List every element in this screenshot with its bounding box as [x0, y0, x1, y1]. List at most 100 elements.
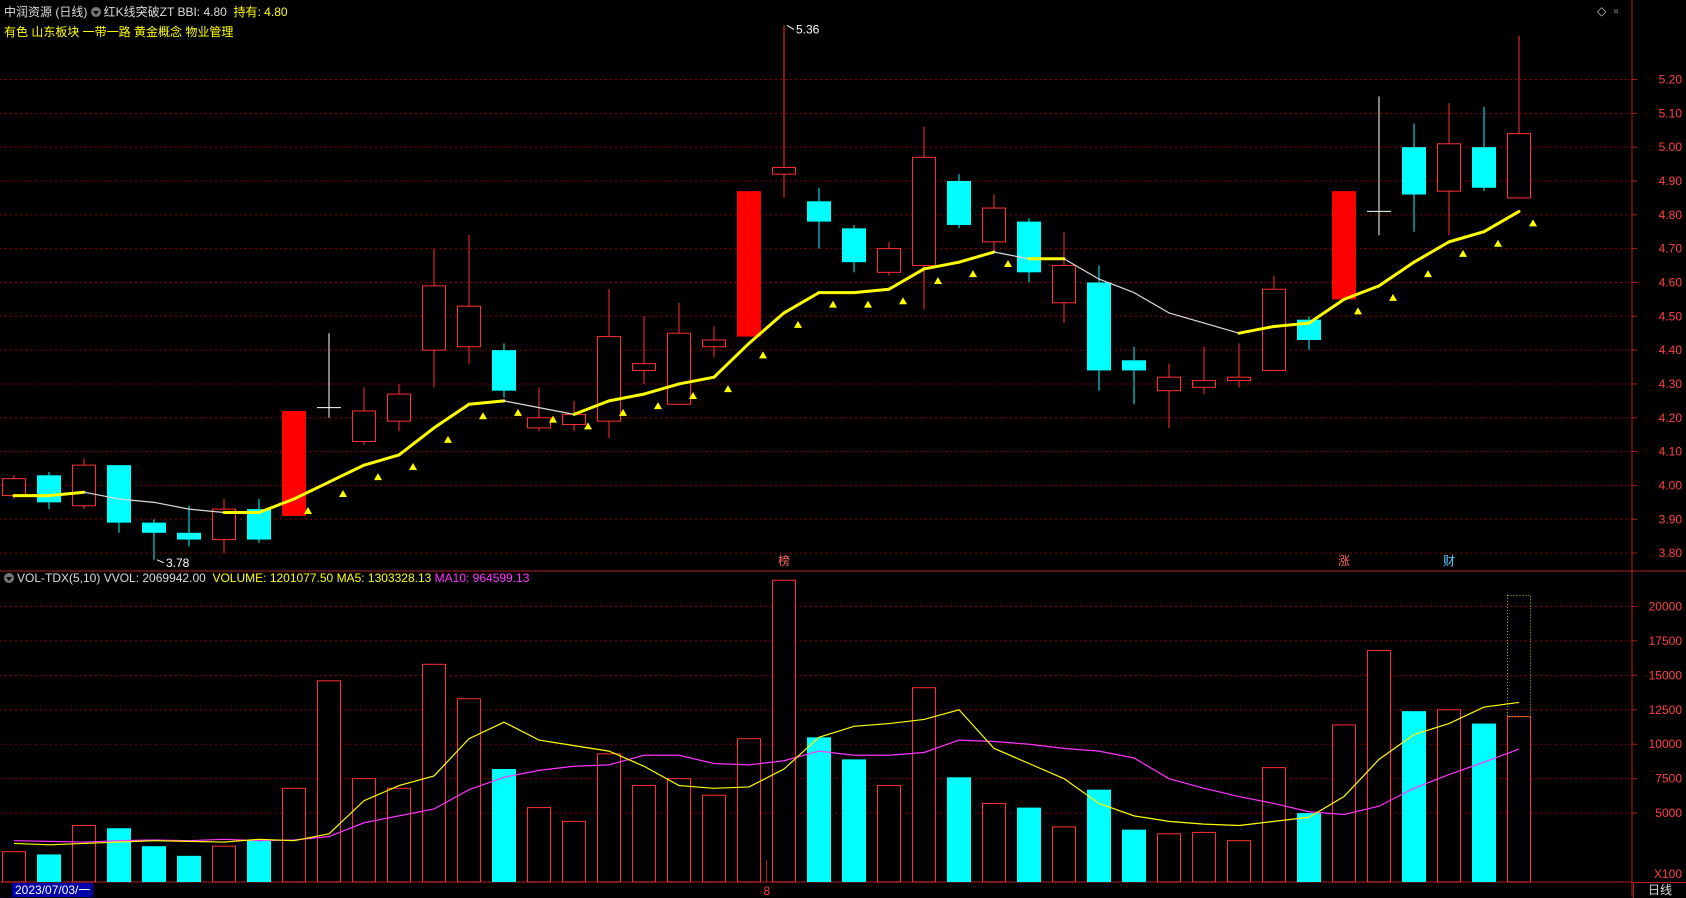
volume-bar-up [2, 851, 26, 883]
event-marker-cai: 财 [1443, 554, 1455, 568]
hold-signal-marker [444, 435, 452, 443]
candle-body-up [667, 332, 691, 405]
price-tick-label: 4.40 [1659, 343, 1683, 357]
bbi-line-segment [677, 375, 716, 386]
indicator-name[interactable]: 红K线突破ZT [103, 5, 175, 19]
volume-bar-up [1262, 767, 1286, 883]
ma5-value: MA5: 1303328.13 [336, 571, 432, 585]
candle-body-down [1472, 147, 1496, 188]
bbi-line-segment [188, 508, 225, 514]
bbi-line-segment [118, 498, 155, 503]
hold-signal-marker [549, 415, 557, 423]
bbi-line-segment [503, 400, 540, 409]
volume-bar-down [142, 846, 166, 882]
price-tick-label: 5.20 [1659, 73, 1683, 87]
bbi-line-segment [957, 250, 996, 264]
bbi-line-segment [1377, 260, 1416, 288]
candle-body-up [352, 410, 376, 442]
price-tick-label: 3.90 [1659, 512, 1683, 526]
bbi-line-segment [397, 426, 436, 457]
volume-tick-label: 5000 [1655, 806, 1682, 820]
hold-signal-marker [1424, 270, 1432, 278]
candle-body-up [1262, 288, 1286, 371]
high-annotation-arrow [786, 24, 795, 30]
dropdown-icon[interactable] [4, 573, 14, 583]
bbi-line-segment [993, 251, 1030, 260]
candle-body-up [702, 339, 726, 348]
volume-bar-up [1192, 831, 1216, 883]
volume-bar-up [562, 820, 586, 883]
bbi-line-segment [362, 453, 401, 467]
hold-signal-marker [1494, 239, 1502, 247]
volume-bar-up [1052, 826, 1076, 883]
bbi-line-segment [1412, 240, 1451, 264]
candle-body-up [982, 207, 1006, 243]
volume-bar-down [1402, 711, 1426, 882]
price-tick-label: 4.10 [1659, 445, 1683, 459]
hold-signal-marker [339, 490, 347, 498]
volume-bar-up [422, 663, 446, 883]
diamond-icon[interactable]: ◇ [1597, 4, 1607, 18]
volume-header: VOL-TDX(5,10) VVOL: 2069942.00 VOLUME: 1… [4, 571, 529, 585]
low-annotation-arrow [156, 559, 165, 564]
stock-title[interactable]: 中润资源 (日线) [4, 5, 88, 19]
volume-bar-down [107, 828, 131, 882]
bbi-line-segment [712, 341, 751, 379]
period-label[interactable]: 日线 [1633, 882, 1686, 898]
candle-body-up [1507, 133, 1531, 199]
hold-signal-marker [689, 391, 697, 399]
volume-bar-up [1227, 840, 1251, 883]
bbi-value: BBI: 4.80 [177, 5, 227, 19]
bbi-line-segment [1063, 258, 1100, 280]
candle-body-down [107, 465, 131, 523]
volume-tick-label: 17500 [1649, 634, 1683, 648]
hold-signal-marker [374, 473, 382, 481]
volume-bar-up [912, 687, 936, 883]
hold-signal-marker [584, 422, 592, 430]
bbi-line-segment [327, 463, 366, 484]
hold-signal-marker [934, 276, 942, 284]
candle-body-up [1437, 143, 1461, 192]
vol-indicator-name[interactable]: VOL-TDX(5,10) [17, 571, 101, 585]
candle-body-down [947, 180, 971, 225]
volume-bar-up [982, 802, 1006, 883]
vvol-value: VVOL: 2069942.00 [103, 571, 206, 585]
candle-body-up [772, 166, 796, 175]
bbi-line-segment [607, 392, 646, 403]
candle-body-down [1122, 360, 1146, 371]
high-annotation-label: 5.36 [796, 22, 820, 36]
candle-body-up [1192, 380, 1216, 388]
date-cursor-label: 2023/07/03/一 [12, 883, 94, 897]
candle-body-down [37, 475, 61, 503]
dropdown-icon[interactable] [90, 7, 101, 17]
candle-body-up [912, 156, 936, 267]
bbi-line-segment [747, 311, 786, 345]
volume-bar-up [1507, 716, 1531, 883]
volume-bar-down [1087, 789, 1111, 882]
price-tick-label: 4.00 [1659, 478, 1683, 492]
price-tick-label: 4.80 [1659, 208, 1683, 222]
volume-bar-up [877, 785, 901, 883]
bbi-line-segment [538, 407, 575, 415]
hold-signal-marker [514, 408, 522, 416]
candle-body-up [72, 464, 96, 507]
price-tick-label: 5.10 [1659, 106, 1683, 120]
volume-bar-down [492, 769, 516, 882]
volume-tick-label: 10000 [1649, 737, 1683, 751]
bbi-line-segment [1168, 312, 1205, 324]
hold-signal-marker [479, 412, 487, 420]
volume-bar-down [842, 759, 866, 882]
price-tick-label: 4.30 [1659, 377, 1683, 391]
candle-body-down [1017, 221, 1041, 273]
ma10-value: MA10: 964599.13 [434, 571, 530, 585]
volume-projection-outline [1507, 594, 1531, 718]
candle-body-up [1227, 376, 1251, 382]
candle-body-up [562, 413, 586, 426]
volume-bar-up [597, 753, 621, 883]
volume-bar-up [632, 785, 656, 883]
price-tick-label: 5.00 [1659, 140, 1683, 154]
concept-tags[interactable]: 有色 山东板块 一带一路 黄金概念 物业管理 [4, 25, 234, 39]
more-icon[interactable]: ▫ [1614, 4, 1619, 18]
volume-value: VOLUME: 1201077.50 [212, 571, 334, 585]
